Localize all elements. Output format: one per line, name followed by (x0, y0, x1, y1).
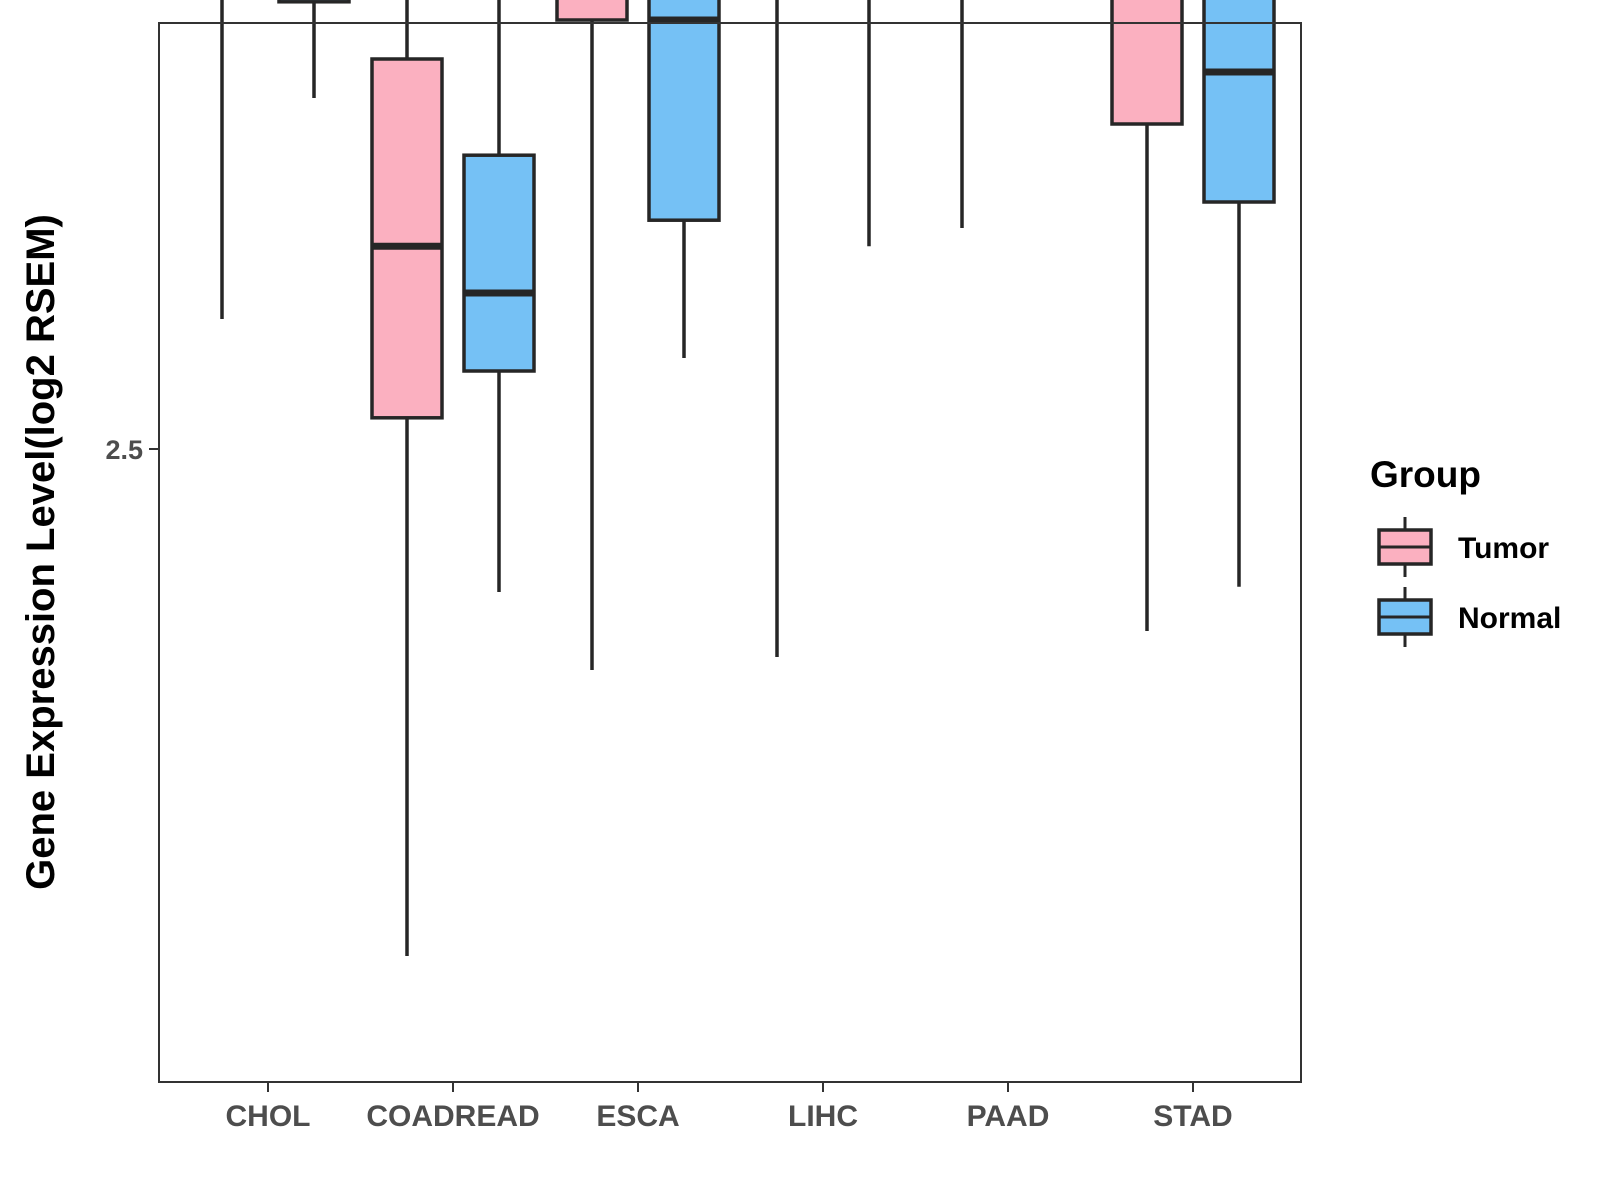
box-body (647, 0, 721, 222)
box-tumor-paad (960, 0, 964, 228)
box-tumor-coadread (370, 0, 444, 956)
x-tick-label: COADREAD (366, 1100, 539, 1133)
plot-panel-border (158, 22, 1302, 1083)
legend-title: Group (1370, 454, 1481, 495)
x-tick-label: STAD (1153, 1100, 1232, 1133)
box-normal-chol (277, 0, 351, 98)
box-tumor-esca (555, 0, 629, 670)
box-body (277, 0, 351, 4)
box-body (462, 153, 536, 373)
box-tumor-lihc (775, 0, 779, 657)
box-body (555, 0, 629, 22)
box-tumor-chol (220, 0, 224, 319)
x-tick-label: CHOL (226, 1100, 311, 1133)
box-normal-coadread (462, 0, 536, 592)
y-tick-label: 2.5 (105, 435, 143, 465)
legend-key-tumor (1377, 517, 1433, 577)
x-tick-label: ESCA (596, 1100, 679, 1133)
box-normal-lihc (867, 0, 871, 247)
box-body (1202, 0, 1276, 204)
box-normal-esca (647, 0, 721, 358)
legend-label-tumor: Tumor (1458, 532, 1549, 565)
x-tick-label: PAAD (967, 1100, 1050, 1133)
legend-label-normal: Normal (1458, 602, 1561, 635)
box-body (370, 57, 444, 420)
box-tumor-stad (1110, 0, 1184, 631)
box-normal-stad (1202, 0, 1276, 587)
legend: Group Tumor Normal (1370, 454, 1561, 647)
box-body (1110, 0, 1184, 126)
x-tick-label: LIHC (788, 1100, 858, 1133)
y-axis-title: Gene Expression Level(log2 RSEM) (19, 214, 63, 890)
legend-key-normal (1377, 587, 1433, 647)
